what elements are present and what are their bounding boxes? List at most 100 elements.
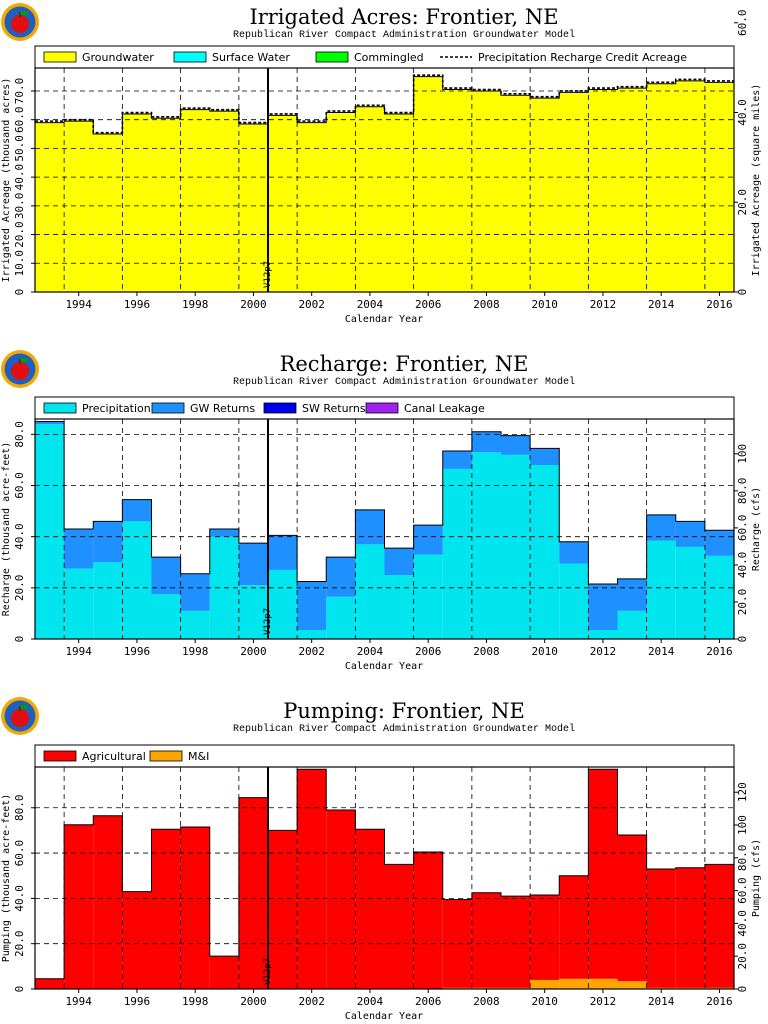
bar-agricultural	[297, 769, 327, 989]
bar-m-i	[617, 981, 647, 989]
x-tick-label: 2016	[706, 995, 733, 1008]
y-tick-label: 0	[13, 986, 26, 993]
bar-agricultural	[384, 864, 414, 989]
y2-tick-label: 0	[736, 636, 749, 643]
bar-gw-returns	[646, 514, 676, 541]
y-tick-label: 20.0	[13, 930, 26, 957]
x-tick-label: 2000	[240, 995, 267, 1008]
y-tick-label: 50.0	[13, 135, 26, 162]
bar-m-i	[588, 978, 618, 989]
y-tick-label: 60.0	[13, 472, 26, 499]
bar-gw-returns	[355, 509, 385, 545]
y2-tick-label: 60.0	[736, 877, 749, 904]
bar-groundwater	[355, 106, 385, 293]
x-tick-label: 2010	[531, 645, 558, 658]
x-tick-label: 1994	[65, 995, 92, 1008]
chart-title: Pumping: Frontier, NE	[283, 699, 525, 723]
y-tick-label: 60.0	[13, 840, 26, 867]
bar-precipitation	[588, 630, 618, 639]
x-tick-label: 2008	[473, 298, 500, 311]
bar-gw-returns	[209, 529, 239, 537]
bar-gw-returns	[617, 578, 647, 611]
legend-swatch	[149, 750, 183, 762]
legend-label: GW Returns	[190, 402, 255, 415]
x-tick-label: 2002	[298, 298, 325, 311]
bar-precipitation	[442, 468, 472, 639]
y2-tick-label: 80.0	[736, 478, 749, 505]
bar-agricultural	[413, 851, 443, 989]
legend-swatch	[365, 402, 399, 414]
chart-subtitle: Republican River Compact Administration …	[233, 376, 575, 388]
bar-gw-returns	[442, 450, 472, 469]
bar-precipitation	[617, 610, 647, 639]
legend-label: Groundwater	[82, 51, 154, 64]
legend-swatch	[173, 51, 207, 63]
x-tick-label: 1998	[182, 645, 209, 658]
legend-swatch	[43, 51, 77, 63]
bar-gw-returns	[326, 557, 356, 597]
bar-gw-returns	[35, 421, 65, 425]
bar-groundwater	[268, 115, 298, 292]
x-tick-label: 2006	[415, 995, 442, 1008]
y-axis-label: Irrigated Acreage (thousand acres)	[1, 78, 12, 283]
bar-gw-returns	[559, 541, 589, 564]
bar-agricultural	[588, 769, 618, 979]
logo-leaf-icon	[20, 705, 28, 709]
bar-gw-returns	[268, 535, 298, 570]
y2-tick-label: 20.0	[736, 943, 749, 970]
marker-label: V12p7	[263, 608, 273, 635]
bar-precipitation	[93, 562, 123, 639]
y-tick-label: 40.0	[13, 523, 26, 550]
marker-label: V12p7	[263, 958, 273, 985]
x-tick-label: 1996	[124, 645, 151, 658]
x-tick-label: 2000	[240, 298, 267, 311]
logo-apple-icon	[11, 362, 29, 380]
bar-precipitation	[355, 544, 385, 639]
y2-tick-label: 0	[736, 986, 749, 993]
bar-precipitation	[559, 563, 589, 639]
plot-frame	[34, 766, 735, 990]
bar-precipitation	[122, 521, 152, 639]
bar-precipitation	[413, 554, 443, 639]
bar-precipitation	[704, 555, 734, 639]
bar-groundwater	[122, 113, 152, 292]
bar-agricultural	[238, 797, 268, 989]
bar-precipitation	[64, 568, 94, 639]
y-tick-label: 40.0	[13, 164, 26, 191]
bar-agricultural	[530, 894, 560, 980]
x-tick-label: 2004	[357, 995, 384, 1008]
legend-swatch	[315, 51, 349, 63]
bar-gw-returns	[704, 530, 734, 556]
y2-axis-label: Irrigated Acreage (square miles)	[751, 84, 762, 277]
bar-groundwater	[704, 82, 734, 292]
bar-groundwater	[442, 89, 472, 293]
bar-gw-returns	[180, 573, 210, 611]
x-tick-label: 1996	[124, 995, 151, 1008]
bar-agricultural	[35, 978, 65, 989]
y2-tick-label: 60.0	[736, 10, 749, 37]
bar-agricultural	[559, 875, 589, 979]
bar-gw-returns	[471, 431, 501, 453]
x-tick-label: 2008	[473, 645, 500, 658]
bar-gw-returns	[122, 499, 152, 522]
bar-precipitation	[646, 540, 676, 639]
bar-agricultural	[151, 829, 181, 989]
bar-precipitation	[238, 585, 268, 639]
logo-leaf-icon	[20, 358, 28, 362]
bar-agricultural	[268, 830, 298, 989]
y-tick-label: 40.0	[13, 885, 26, 912]
bar-precipitation	[151, 594, 181, 639]
y2-tick-label: 80.0	[736, 845, 749, 872]
y-tick-label: 20.0	[13, 575, 26, 602]
y-tick-label: 80.0	[13, 795, 26, 822]
bar-precipitation	[326, 596, 356, 639]
bar-outline	[34, 768, 735, 989]
bar-groundwater	[530, 98, 560, 293]
bar-gw-returns	[93, 521, 123, 563]
x-tick-label: 2002	[298, 995, 325, 1008]
x-tick-label: 2002	[298, 645, 325, 658]
legend-label: Precipitation	[82, 402, 151, 415]
x-tick-label: 2012	[590, 298, 617, 311]
